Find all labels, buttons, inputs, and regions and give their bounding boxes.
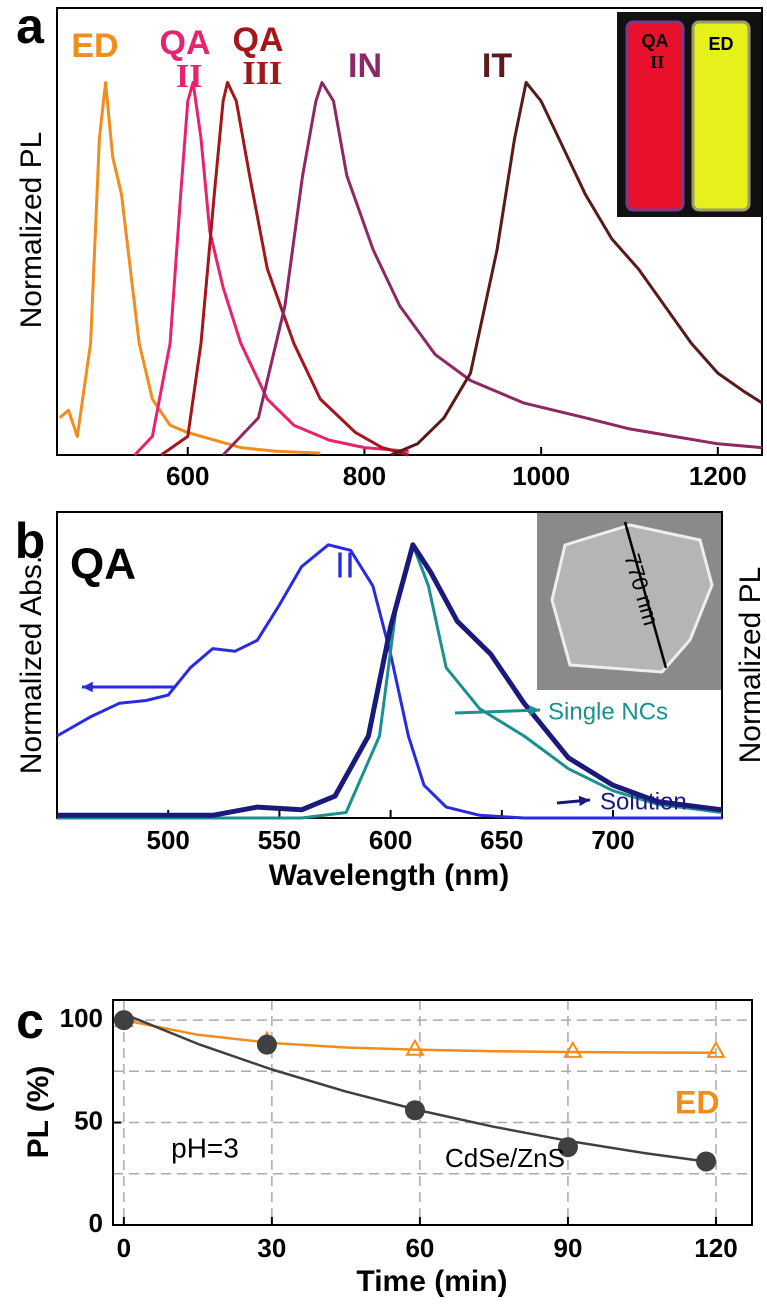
panel-title: QA xyxy=(70,540,136,589)
vial xyxy=(691,20,751,212)
plot-frame xyxy=(56,7,763,456)
series-label: CdSe/ZnS xyxy=(445,1143,565,1173)
line-series xyxy=(133,81,409,457)
line-series xyxy=(58,81,321,455)
series-label: Single NCs xyxy=(548,698,668,725)
series-label: QA III xyxy=(233,21,284,92)
line-series xyxy=(57,542,723,818)
line-series xyxy=(57,543,723,820)
x-tick-label: 120 xyxy=(694,1233,737,1263)
arrow-head xyxy=(82,681,93,693)
x-tick-label: 600 xyxy=(369,825,412,855)
x-tick-label: 0 xyxy=(117,1233,131,1263)
series-label: IT xyxy=(482,47,512,85)
marker xyxy=(404,1100,425,1121)
scale-line xyxy=(623,521,668,669)
series-label: ED xyxy=(675,1084,719,1120)
plot-frame xyxy=(56,511,723,819)
x-tick-label: 500 xyxy=(147,825,190,855)
y2-axis-label: Normalized PL xyxy=(734,567,767,764)
x-tick-label: 1000 xyxy=(512,461,570,491)
line-series xyxy=(390,81,763,457)
x-tick-label: 30 xyxy=(257,1233,286,1263)
marker xyxy=(706,1040,726,1058)
series-label: QA II xyxy=(160,24,211,95)
series-label: II xyxy=(335,545,355,586)
y-tick-label: 100 xyxy=(60,1003,103,1033)
line-series xyxy=(160,81,410,457)
y-axis-label: PL (%) xyxy=(22,1066,55,1159)
annotation: pH=3 xyxy=(171,1132,239,1163)
x-tick-label: 550 xyxy=(258,825,301,855)
arrow-head xyxy=(529,705,540,716)
marker xyxy=(113,1010,134,1031)
line-series xyxy=(56,543,722,820)
x-tick-label: 650 xyxy=(480,825,523,855)
marker xyxy=(696,1151,717,1172)
x-axis-label: Wavelength (nm) xyxy=(269,859,510,892)
panel-label: b xyxy=(15,513,46,569)
marker xyxy=(256,1034,277,1055)
y-tick-label: 0 xyxy=(89,1208,103,1238)
panel-label: c xyxy=(16,993,44,1049)
crystal xyxy=(550,523,714,674)
series-label: Solution xyxy=(600,788,687,815)
arrow-head xyxy=(578,795,590,807)
inset-label: ED xyxy=(708,34,733,54)
x-tick-label: 60 xyxy=(405,1233,434,1263)
inset-label: QA II xyxy=(642,31,669,72)
x-tick-label: 800 xyxy=(343,461,386,491)
plot-frame xyxy=(112,999,753,1226)
marker xyxy=(405,1038,425,1056)
marker xyxy=(557,1137,578,1158)
arrow xyxy=(454,708,541,715)
x-tick-label: 600 xyxy=(166,461,209,491)
x-tick-label: 700 xyxy=(591,825,634,855)
series-label: IN xyxy=(348,47,382,85)
y-axis-label: Normalized Abs. xyxy=(15,556,48,774)
marker xyxy=(563,1040,583,1058)
panel-label: a xyxy=(16,0,45,54)
x-tick-label: 1200 xyxy=(689,461,747,491)
x-axis-label: Time (min) xyxy=(356,1265,507,1298)
series-label: ED xyxy=(71,27,118,65)
y-axis-label: Normalized PL xyxy=(15,132,48,329)
line-series xyxy=(222,81,763,457)
y-tick-label: 50 xyxy=(74,1105,103,1135)
vial xyxy=(625,20,685,212)
x-tick-label: 90 xyxy=(553,1233,582,1263)
